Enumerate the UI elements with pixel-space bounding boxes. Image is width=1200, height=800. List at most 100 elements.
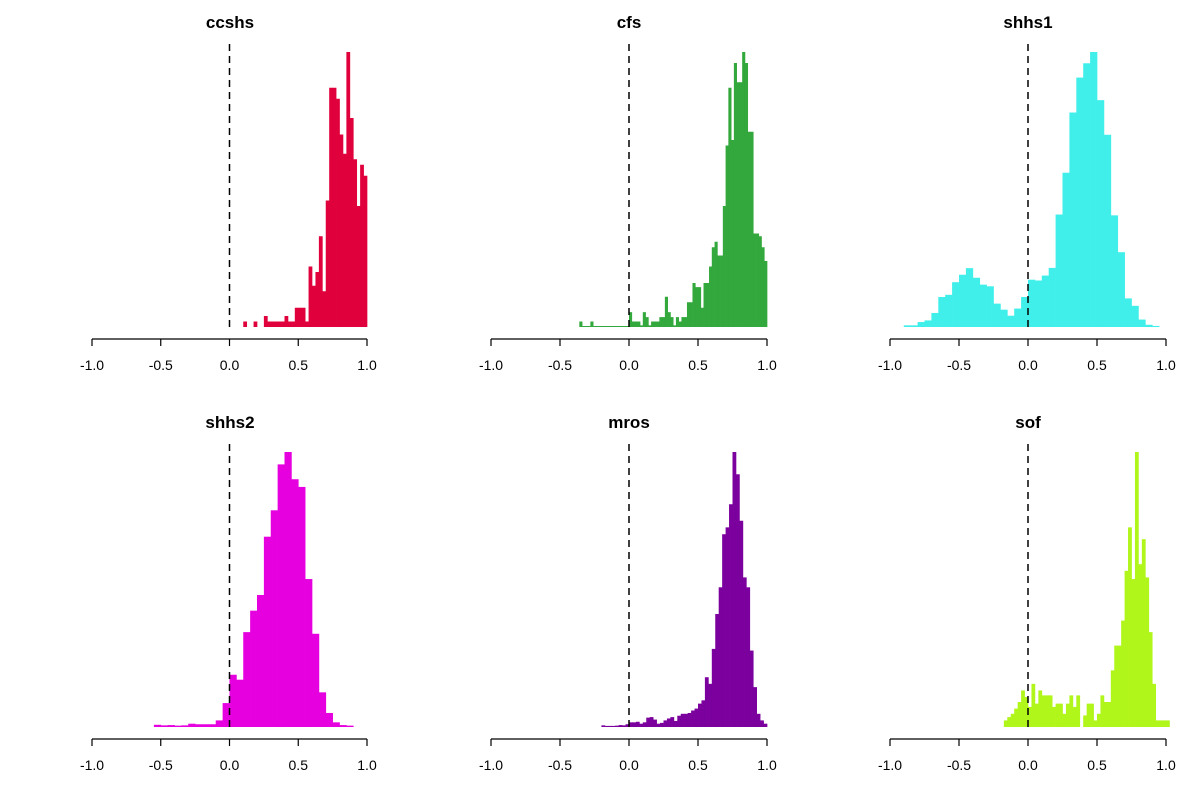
histogram-bar bbox=[281, 321, 285, 327]
histogram-bar bbox=[615, 326, 619, 327]
histogram-bar bbox=[677, 715, 682, 727]
histogram-bar bbox=[250, 610, 258, 727]
histogram-bar bbox=[336, 98, 340, 327]
histogram-bar bbox=[325, 712, 333, 727]
histogram-bar bbox=[1069, 112, 1077, 327]
panel-title-mros: mros bbox=[608, 413, 650, 432]
x-tick-label: 1.0 bbox=[357, 757, 377, 773]
histogram-bar bbox=[1162, 720, 1167, 727]
histogram-bar bbox=[356, 206, 361, 327]
histogram-bar bbox=[945, 294, 953, 327]
x-tick-label: 1.0 bbox=[1156, 357, 1176, 373]
histogram-bar bbox=[1117, 645, 1122, 727]
histogram-bar bbox=[703, 283, 707, 327]
x-tick-label: 0.5 bbox=[688, 757, 708, 773]
histogram-bar bbox=[1003, 720, 1008, 727]
histogram-bar bbox=[291, 321, 296, 327]
histogram-bar bbox=[174, 725, 182, 728]
histogram-bar bbox=[236, 679, 244, 727]
histogram-bar bbox=[1000, 309, 1008, 327]
x-tick-label: 1.0 bbox=[757, 757, 777, 773]
histogram-bar bbox=[646, 717, 651, 727]
histogram-bar bbox=[1124, 570, 1129, 727]
histogram-bar bbox=[1055, 703, 1060, 728]
panel-title-shhs1: shhs1 bbox=[1003, 13, 1052, 32]
histogram-bar bbox=[329, 87, 333, 327]
histogram-bar bbox=[729, 504, 733, 727]
histogram-bar bbox=[1145, 324, 1153, 327]
histogram-bar bbox=[753, 233, 757, 327]
histogram-bar bbox=[673, 720, 678, 727]
histogram-bar bbox=[651, 321, 655, 327]
histogram-bar bbox=[1065, 703, 1070, 728]
histogram-bar bbox=[629, 312, 633, 327]
histogram-bar bbox=[659, 317, 663, 327]
histogram-bar bbox=[1103, 134, 1112, 327]
histogram-bar bbox=[167, 725, 175, 727]
histogram-bar bbox=[763, 723, 768, 727]
histogram-bar bbox=[360, 164, 364, 327]
histogram-bar bbox=[678, 321, 682, 327]
histogram-bar bbox=[312, 285, 316, 327]
histogram-bar bbox=[587, 326, 591, 327]
histogram-bar bbox=[1141, 539, 1146, 727]
histogram-bar bbox=[694, 708, 699, 728]
histogram-bar bbox=[631, 321, 635, 327]
histogram-bar bbox=[691, 710, 695, 727]
x-tick-label: -1.0 bbox=[479, 357, 503, 373]
histogram-bar bbox=[924, 320, 932, 327]
histogram-bar bbox=[1048, 695, 1053, 728]
histogram-bar bbox=[756, 713, 761, 727]
histogram-bar bbox=[689, 302, 693, 327]
histogram-bar bbox=[1090, 52, 1098, 327]
histogram-bar bbox=[706, 283, 710, 327]
histogram-bar bbox=[1055, 214, 1063, 327]
histogram-bar bbox=[667, 312, 671, 327]
histogram-bar bbox=[708, 683, 713, 727]
histogram-bar bbox=[1017, 701, 1022, 727]
histogram-bar bbox=[714, 241, 718, 327]
histogram-bar bbox=[595, 326, 599, 327]
histogram-bar bbox=[277, 321, 282, 327]
histogram-bar bbox=[722, 206, 726, 327]
histogram-bar bbox=[635, 721, 640, 727]
x-tick-label: -0.5 bbox=[947, 757, 971, 773]
histogram-bar bbox=[1007, 315, 1015, 327]
histogram-bar bbox=[711, 247, 715, 327]
histogram-bar bbox=[626, 326, 630, 327]
histogram-bar bbox=[1045, 695, 1050, 728]
x-tick-label: -0.5 bbox=[149, 757, 173, 773]
histogram-panel-sof: -1.0 -0.5 0.0 0.5 1.0 bbox=[878, 444, 1176, 773]
histogram-panel-ccshs: -1.0 -0.5 0.0 0.5 1.0 bbox=[80, 44, 377, 373]
histogram-bar bbox=[645, 317, 649, 327]
histogram-bar bbox=[1110, 670, 1115, 727]
histogram-bar bbox=[1059, 703, 1063, 728]
histogram-bar bbox=[277, 464, 285, 728]
histogram-bar bbox=[1041, 695, 1046, 728]
histogram-bar bbox=[700, 307, 704, 327]
histogram-bar bbox=[952, 282, 960, 328]
histogram-bar bbox=[634, 321, 638, 327]
histogram-bar bbox=[735, 474, 740, 727]
histogram-bar bbox=[332, 722, 340, 728]
x-tick-label: 0.0 bbox=[220, 357, 240, 373]
histogram-bar bbox=[746, 587, 751, 727]
histogram-bar bbox=[684, 317, 688, 327]
histogram-bar bbox=[1166, 720, 1170, 727]
panel-title-sof: sof bbox=[1015, 413, 1041, 432]
x-tick-label: -0.5 bbox=[548, 757, 572, 773]
histogram-bar bbox=[582, 326, 586, 327]
x-tick-label: -0.5 bbox=[947, 357, 971, 373]
histogram-bar bbox=[243, 632, 251, 727]
histogram-bar bbox=[720, 255, 724, 327]
histogram-bar bbox=[312, 633, 320, 727]
x-tick-label: 1.0 bbox=[1156, 757, 1176, 773]
histogram-bar bbox=[698, 287, 702, 328]
histogram-bar bbox=[715, 613, 720, 728]
histogram-bar bbox=[692, 283, 696, 327]
histogram-bar bbox=[584, 326, 588, 327]
histogram-bar bbox=[687, 712, 692, 727]
x-tick-label: -0.5 bbox=[149, 357, 173, 373]
histogram-bar bbox=[736, 82, 740, 327]
